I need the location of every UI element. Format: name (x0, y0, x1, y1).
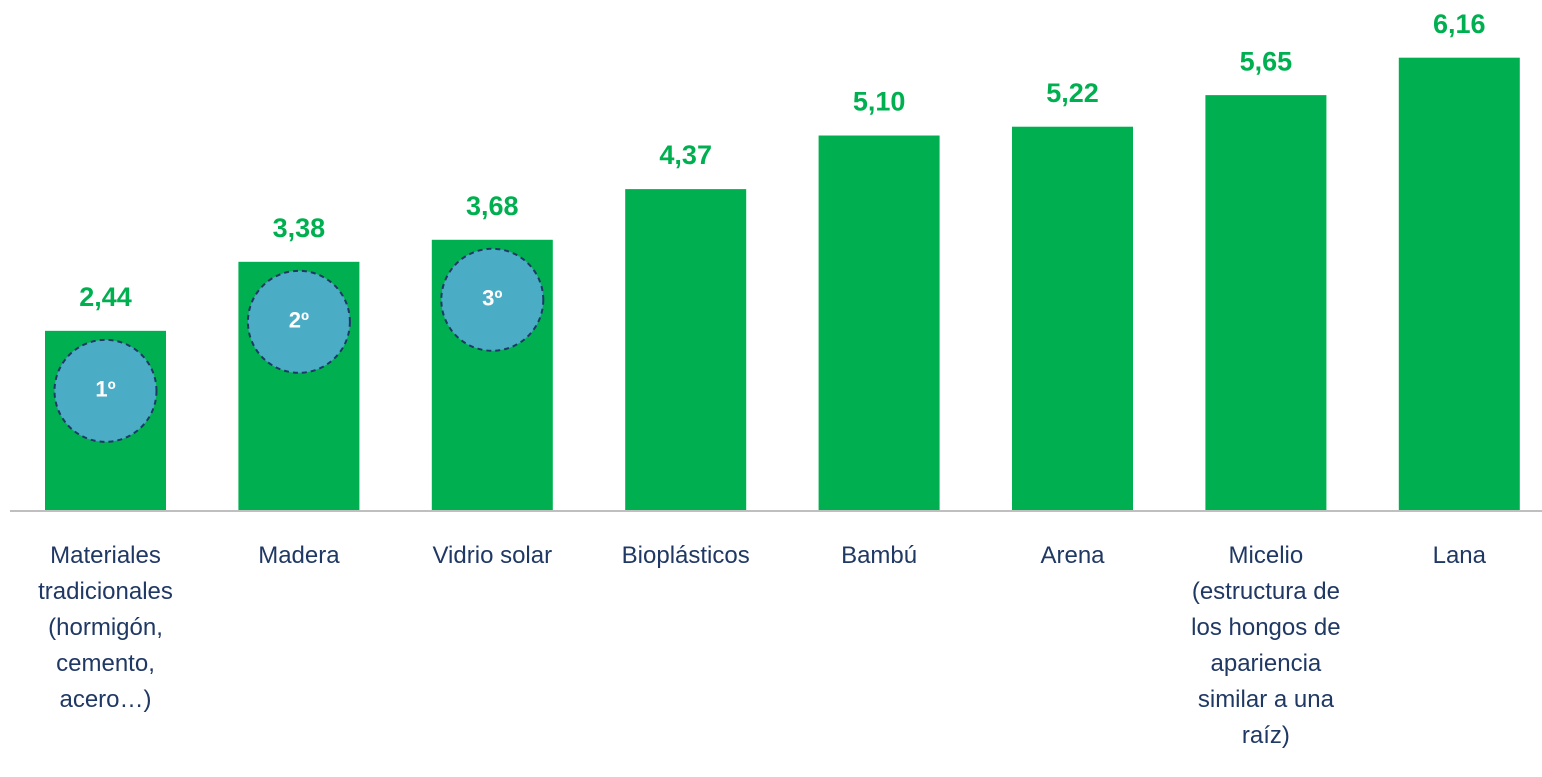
x-tick-label: Arena (1040, 542, 1105, 569)
rank-label: 1º (95, 377, 115, 402)
rank-badge (246, 269, 351, 374)
rank-label: 3º (482, 286, 502, 311)
x-tick-label: Materiales tradicionales (hormigón, ceme… (38, 542, 173, 713)
bar (818, 135, 940, 510)
x-tick-label: Bambú (841, 542, 918, 569)
bar (625, 189, 747, 511)
rank-badge (440, 247, 545, 352)
value-label: 5,22 (1046, 78, 1099, 108)
bar (1205, 95, 1327, 510)
x-tick-label: Bioplásticos (621, 542, 750, 569)
value-label: 5,65 (1240, 46, 1293, 76)
value-label: 4,37 (659, 140, 712, 170)
bar (1012, 126, 1133, 511)
value-label: 6,16 (1433, 9, 1486, 39)
x-tick-label: Vidrio solar (432, 542, 553, 569)
bar (1398, 57, 1520, 511)
x-tick-label: Micelio (estructura de los hongos de apa… (1191, 542, 1341, 749)
value-label: 3,38 (273, 213, 326, 243)
x-tick-label: Lana (1432, 542, 1486, 569)
value-label: 3,68 (466, 191, 519, 221)
value-label: 5,10 (853, 87, 906, 117)
x-tick-label: Madera (258, 542, 340, 569)
value-label: 2,44 (79, 282, 132, 312)
rank-label: 2º (289, 308, 309, 333)
rank-badge (53, 338, 158, 443)
